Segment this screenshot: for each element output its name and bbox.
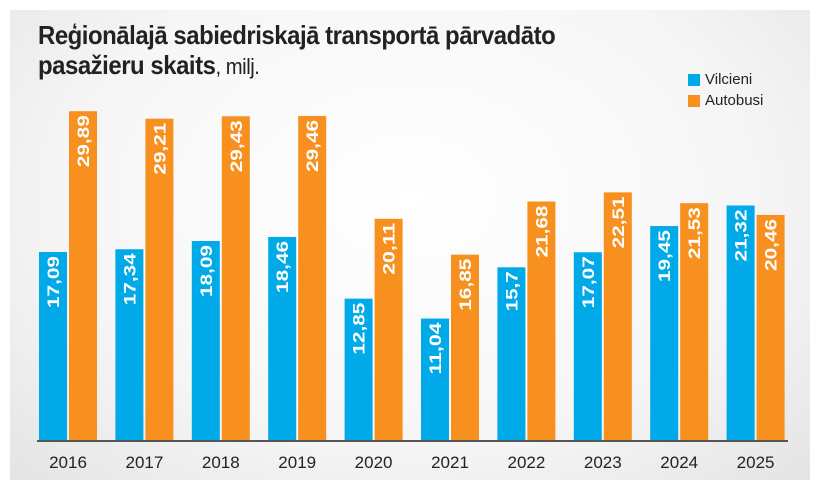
bar-autobusi-2016 [69, 111, 97, 441]
title-line-2-text: pasažieru skaits [38, 50, 216, 80]
bar-vilcieni-2020 [344, 298, 373, 440]
data-label: 18,09 [197, 245, 216, 297]
title-line-2: pasažieru skaits, milj. [38, 50, 555, 82]
data-label: 29,43 [227, 120, 246, 172]
x-tick-label: 2022 [507, 453, 545, 472]
data-label: 19,45 [655, 230, 674, 282]
data-label: 17,34 [120, 253, 139, 306]
data-label: 21,32 [732, 209, 751, 261]
bar-autobusi-2018 [221, 116, 250, 441]
bar-autobusi-2019 [298, 115, 327, 440]
data-label: 29,46 [303, 120, 322, 172]
legend-swatch [688, 73, 700, 86]
x-tick-label: 2019 [278, 453, 316, 472]
bar-vilcieni-2018 [191, 241, 220, 440]
x-tick-label: 2018 [202, 453, 240, 472]
legend-item-vilcieni: Vilcieni [688, 69, 763, 90]
bar-vilcieni-2025 [726, 205, 755, 440]
x-tick-label: 2025 [737, 453, 775, 472]
chart-title: Reģionālajā sabiedriskajā transportā pār… [38, 20, 556, 82]
bar-autobusi-2024 [680, 203, 709, 440]
bar-vilcieni-2017 [115, 249, 144, 440]
legend: Vilcieni Autobusi [688, 69, 763, 111]
data-label: 16,85 [456, 259, 475, 311]
bar-vilcieni-2023 [573, 252, 602, 440]
bar-vilcieni-2022 [497, 267, 526, 440]
bar-autobusi-2025 [756, 214, 785, 440]
data-label: 15,7 [502, 271, 521, 311]
data-label: 18,46 [273, 241, 292, 293]
x-tick-label: 2021 [431, 453, 469, 472]
bar-vilcieni-2016 [39, 252, 67, 440]
x-tick-label: 2017 [125, 453, 163, 472]
x-tick-label: 2016 [49, 453, 87, 472]
bar-autobusi-2023 [603, 192, 632, 440]
legend-swatch [688, 94, 700, 107]
bar-vilcieni-2024 [650, 226, 679, 440]
data-label: 17,07 [579, 256, 598, 308]
bar-autobusi-2020 [374, 218, 403, 440]
x-tick-label: 2023 [584, 453, 622, 472]
bar-autobusi-2022 [527, 201, 556, 440]
bar-autobusi-2017 [145, 118, 174, 440]
data-label: 29,89 [74, 115, 93, 167]
legend-label: Vilcieni [705, 71, 753, 88]
x-tick-label: 2020 [355, 453, 393, 472]
legend-item-autobusi: Autobusi [688, 90, 763, 111]
title-line-1: Reģionālajā sabiedriskajā transportā pār… [38, 20, 556, 50]
bar-vilcieni-2021 [421, 318, 449, 440]
data-label: 12,85 [350, 303, 369, 355]
data-label: 17,09 [44, 256, 63, 308]
data-label: 22,51 [609, 196, 628, 248]
x-tick-label: 2024 [660, 453, 698, 472]
bar-autobusi-2021 [451, 254, 479, 440]
title-unit: , milj. [215, 54, 260, 79]
data-label: 21,53 [685, 207, 704, 259]
bar-vilcieni-2019 [268, 236, 297, 440]
data-label: 20,46 [762, 219, 781, 271]
data-label: 20,11 [380, 223, 399, 275]
legend-label: Autobusi [705, 92, 764, 109]
data-label: 29,21 [150, 123, 169, 175]
data-label: 11,04 [426, 322, 445, 375]
data-label: 21,68 [532, 206, 551, 258]
